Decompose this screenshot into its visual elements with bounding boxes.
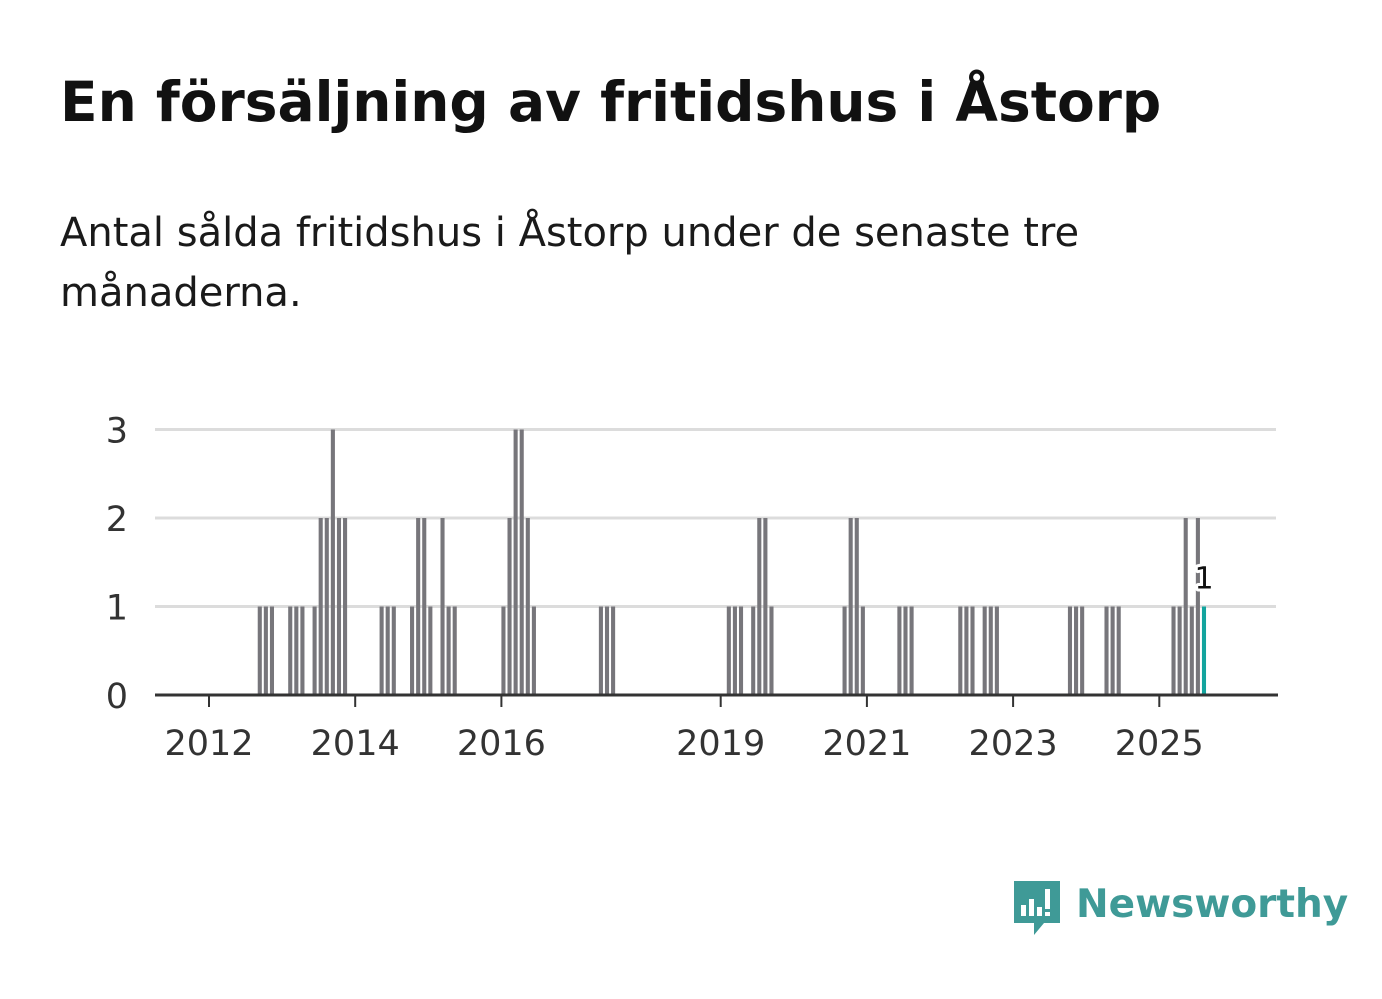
bar [525,518,530,695]
bar [428,606,433,695]
bar [1195,518,1200,695]
x-tick-label: 2025 [1115,724,1204,764]
bar [501,606,506,695]
bar [379,606,384,695]
x-tick-label: 2023 [969,724,1058,764]
y-tick-label: 1 [106,589,128,629]
bar [343,518,348,695]
bar [1116,606,1121,695]
bar [598,606,603,695]
bar [604,606,610,695]
bar [330,429,335,695]
bar [1189,606,1194,695]
bars [257,429,1207,695]
bar [385,606,390,695]
bar [958,606,963,695]
bar [1183,518,1188,695]
bar [848,518,853,695]
y-tick-label: 0 [106,677,128,717]
bar [294,606,299,695]
bar [988,606,993,695]
x-tick-label: 2021 [822,724,911,764]
bar-highlight [1201,606,1207,695]
y-tick-label: 2 [106,500,128,540]
bar [982,606,987,695]
bar [842,606,847,695]
bar [312,606,317,695]
y-tick-label: 3 [106,412,128,452]
bar [519,429,524,695]
bar [854,518,859,695]
newsworthy-logo: Newsworthy [1010,876,1348,940]
bar [1080,606,1085,695]
x-tick-label: 2012 [164,724,253,764]
bar [288,606,293,695]
newsworthy-logo-icon [1014,881,1060,935]
bar [336,518,342,695]
bar [513,429,518,695]
bar [263,606,268,695]
gridlines [155,428,1276,608]
bar [611,606,616,695]
bar [531,606,536,695]
bar [1074,606,1079,695]
bar [324,518,329,695]
chart-subtitle: Antal sålda fritidshus i Åstorp under de… [60,210,1080,316]
bar [1171,606,1176,695]
x-tick-label: 2016 [457,724,546,764]
bar [738,606,744,695]
bar [903,606,908,695]
bar [732,606,737,695]
bar [416,518,421,695]
bar [507,518,512,695]
bar [769,606,774,695]
bar [1177,606,1182,695]
bar [964,606,969,695]
x-axis-labels: 2012 2014 2016 2019 2021 2023 2025 [164,724,1203,764]
bar [391,606,396,695]
bar [860,606,865,695]
y-axis-labels: 0 1 2 3 [106,412,128,718]
bar [757,518,762,695]
x-tick-label: 2014 [311,724,400,764]
bar [410,606,415,695]
bar [440,518,445,695]
bar [1067,606,1073,695]
bar [1110,606,1115,695]
bar [726,606,731,695]
bar [1104,606,1109,695]
bar [422,518,427,695]
bar [763,518,768,695]
bar [970,606,975,695]
x-axis [155,693,1278,707]
bar [318,518,323,695]
x-tick-label: 2019 [676,724,765,764]
bar [257,606,262,695]
chart-title: En försäljning av fritidshus i Åstorp [60,70,1162,134]
bar [446,606,451,695]
bar [994,606,999,695]
bar [909,606,914,695]
brand-name: Newsworthy [1076,881,1349,927]
bar [452,606,457,695]
bar [300,606,305,695]
annotations: 1 [1191,559,1216,600]
highlight-value-label: 1 [1194,562,1213,597]
bar [897,606,902,695]
bar [751,606,756,695]
bar [269,606,275,695]
